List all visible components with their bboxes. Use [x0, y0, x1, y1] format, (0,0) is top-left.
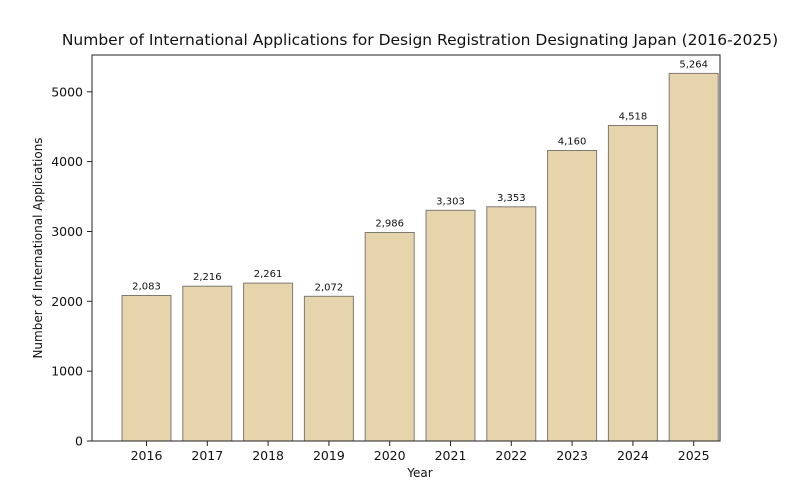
- bar-2017: [182, 285, 233, 442]
- data-label-2016: 2,083: [132, 282, 161, 293]
- x-tick-label-2025: 2025: [678, 448, 710, 463]
- data-label-2017: 2,216: [193, 272, 222, 283]
- data-label-2019: 2,072: [315, 282, 344, 293]
- y-tick-label-3000: 3000: [51, 224, 83, 239]
- chart-title: Number of International Applications for…: [62, 31, 778, 49]
- data-label-2022: 3,353: [497, 193, 526, 204]
- data-label-2025: 5,264: [679, 59, 708, 70]
- data-label-2020: 2,986: [375, 219, 404, 230]
- x-tick-label-2024: 2024: [617, 448, 649, 463]
- x-tick-label-2020: 2020: [374, 448, 406, 463]
- bar-2016: [121, 295, 172, 442]
- plot-frame: [91, 54, 721, 442]
- x-tick-label-2022: 2022: [495, 448, 527, 463]
- y-axis-label: Number of International Applications: [31, 137, 45, 358]
- bar-2020: [364, 232, 415, 442]
- x-tick-label-2023: 2023: [556, 448, 588, 463]
- y-axis: 0 1000 2000 3000 4000 5000: [51, 84, 92, 449]
- y-tick-label-0: 0: [75, 434, 83, 449]
- x-tick-label-2016: 2016: [131, 448, 163, 463]
- bar-2021: [425, 209, 476, 442]
- data-label-2018: 2,261: [254, 269, 283, 280]
- bar-2023: [547, 150, 598, 442]
- y-tick-label-5000: 5000: [51, 84, 83, 99]
- x-tick-label-2018: 2018: [252, 448, 284, 463]
- data-label-2021: 3,303: [436, 196, 465, 207]
- x-tick-label-2021: 2021: [435, 448, 467, 463]
- bar-2025: [668, 72, 719, 442]
- y-tick-label-2000: 2000: [51, 294, 83, 309]
- bars-group: [121, 72, 719, 442]
- x-axis: 2016 2017 2018 2019 2020 2021 2022 2023 2024 2025: [131, 441, 710, 463]
- x-tick-label-2019: 2019: [313, 448, 345, 463]
- y-tick-label-4000: 4000: [51, 154, 83, 169]
- data-label-2023: 4,160: [558, 137, 587, 148]
- x-tick-label-2017: 2017: [191, 448, 223, 463]
- x-axis-label: Year: [406, 466, 432, 480]
- bar-2019: [303, 295, 354, 442]
- bar-2018: [243, 282, 294, 442]
- data-labels-group: 2,083 2,216 2,261 2,072 2,986 3,303 3,353 4,160…: [132, 59, 708, 293]
- data-label-2024: 4,518: [619, 112, 648, 123]
- y-tick-label-1000: 1000: [51, 364, 83, 379]
- bar-2024: [607, 125, 658, 442]
- bar-2022: [486, 206, 537, 442]
